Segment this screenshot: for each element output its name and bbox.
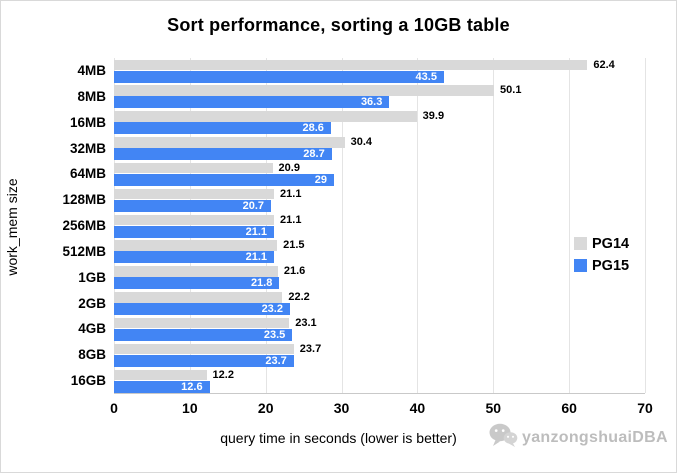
bar-pg15: 36.3 (114, 96, 390, 109)
bar-pg14 (114, 317, 290, 329)
bar-value-label-pg15: 20.7 (242, 199, 265, 212)
bar-value-label-pg14: 22.2 (288, 291, 310, 304)
category-label: 8MB (77, 88, 106, 104)
watermark: yanzongshuaiDBA (488, 422, 668, 453)
legend: PG14 PG15 (574, 234, 629, 278)
bar-pg15: 20.7 (114, 199, 272, 212)
bar-pg15: 21.8 (114, 277, 280, 290)
bar-pg15: 12.6 (114, 380, 210, 393)
bar-value-label-pg15: 43.5 (415, 70, 437, 83)
bar-value-label-pg15: 23.5 (263, 328, 286, 341)
bar-value-label-pg15: 21.1 (245, 225, 268, 238)
category-label: 128MB (62, 192, 106, 208)
category-label: 16GB (70, 373, 106, 389)
bar-pg14 (114, 266, 278, 277)
chart-title: Sort performance, sorting a 10GB table (167, 15, 510, 35)
x-axis-title: query time in seconds (lower is better) (220, 430, 457, 446)
bar-pg14 (114, 240, 278, 251)
legend-entry-pg15: PG15 (574, 256, 629, 275)
gridline (645, 58, 646, 393)
gridline (569, 58, 571, 393)
category-label: 64MB (69, 166, 106, 182)
bar-pg14 (114, 137, 345, 148)
category-label: 32MB (69, 140, 106, 156)
bar-pg14 (114, 59, 588, 70)
pg14-swatch-icon (574, 237, 587, 250)
bar-value-label-pg14: 21.1 (280, 187, 302, 200)
bar-pg14 (114, 188, 275, 200)
wechat-icon (488, 422, 522, 453)
gridline (114, 58, 115, 393)
x-tick-label: 70 (637, 400, 653, 416)
category-label: 4MB (77, 63, 106, 78)
bar-value-label-pg14: 23.7 (299, 342, 322, 355)
bar-value-label-pg14: 12.2 (212, 368, 234, 381)
bar-pg14 (114, 369, 207, 381)
bar-value-label-pg15: 28.6 (302, 122, 324, 135)
bar-pg15: 28.6 (114, 122, 331, 135)
x-tick-label: 20 (257, 400, 274, 416)
bar-value-label-pg14: 23.1 (295, 316, 317, 329)
bar-pg14 (114, 85, 495, 96)
bar-pg14 (114, 343, 294, 355)
bar-value-label-pg14: 21.1 (280, 213, 302, 226)
category-label: 8GB (78, 347, 106, 363)
legend-label-pg14: PG14 (592, 235, 630, 252)
bar-value-label-pg14: 21.6 (283, 265, 306, 278)
legend-entry-pg14: PG14 (574, 234, 629, 253)
bar-value-label-pg15: 28.7 (303, 148, 325, 161)
bar-value-label-pg15: 12.6 (181, 380, 203, 393)
gridline (265, 58, 267, 393)
category-label: 16MB (69, 114, 106, 130)
x-tick-label: 10 (182, 400, 198, 416)
bar-value-label-pg14: 30.4 (350, 136, 373, 149)
bar-pg15: 21.1 (114, 251, 275, 264)
x-tick-label: 0 (110, 400, 118, 416)
bar-pg15: 29 (114, 173, 334, 186)
bar-value-label-pg14: 20.9 (278, 161, 300, 174)
plot-area: 62.4 43.5 50.1 36.3 39.9 28.6 30.4 28.7 20.9 29 21… (114, 58, 646, 394)
bar-value-label-pg14: 39.9 (422, 110, 445, 123)
gridline (189, 58, 191, 393)
legend-label-pg15: PG15 (592, 257, 630, 274)
bar-value-label-pg15: 36.3 (360, 96, 383, 109)
x-tick-label: 50 (485, 400, 502, 416)
x-tick-label: 60 (561, 400, 577, 416)
watermark-text: yanzongshuaiDBA (522, 428, 668, 446)
gridline (341, 58, 343, 393)
category-label: 512MB (62, 243, 106, 259)
bar-pg14 (114, 292, 283, 303)
gridline (417, 58, 419, 393)
bar-value-label-pg15: 23.2 (261, 303, 283, 316)
bar-pg15: 23.5 (114, 328, 293, 341)
x-tick-label: 30 (333, 400, 350, 416)
bar-value-label-pg15: 29 (314, 173, 327, 186)
bar-value-label-pg14: 21.5 (283, 239, 305, 252)
category-label: 256MB (62, 218, 106, 234)
bar-pg15: 43.5 (114, 70, 444, 83)
category-label: 4GB (78, 321, 106, 337)
gridline (493, 58, 495, 393)
x-tick-label: 40 (409, 400, 426, 416)
bar-pg15: 21.1 (114, 225, 275, 238)
bar-pg14 (114, 214, 275, 226)
bar-value-label-pg14: 62.4 (593, 58, 615, 71)
bar-pg15: 28.7 (114, 148, 332, 161)
category-label: 1GB (78, 269, 106, 285)
bar-value-label-pg14: 50.1 (500, 84, 522, 97)
bar-value-label-pg15: 23.7 (265, 354, 287, 367)
bar-pg15: 23.7 (114, 354, 294, 367)
bar-pg15: 23.2 (114, 303, 290, 316)
pg15-swatch-icon (574, 259, 587, 272)
category-label: 2GB (78, 295, 106, 311)
bar-pg14 (114, 111, 417, 122)
bar-value-label-pg15: 21.1 (245, 251, 268, 264)
bar-value-label-pg15: 21.8 (250, 277, 273, 290)
bar-pg14 (114, 162, 273, 174)
